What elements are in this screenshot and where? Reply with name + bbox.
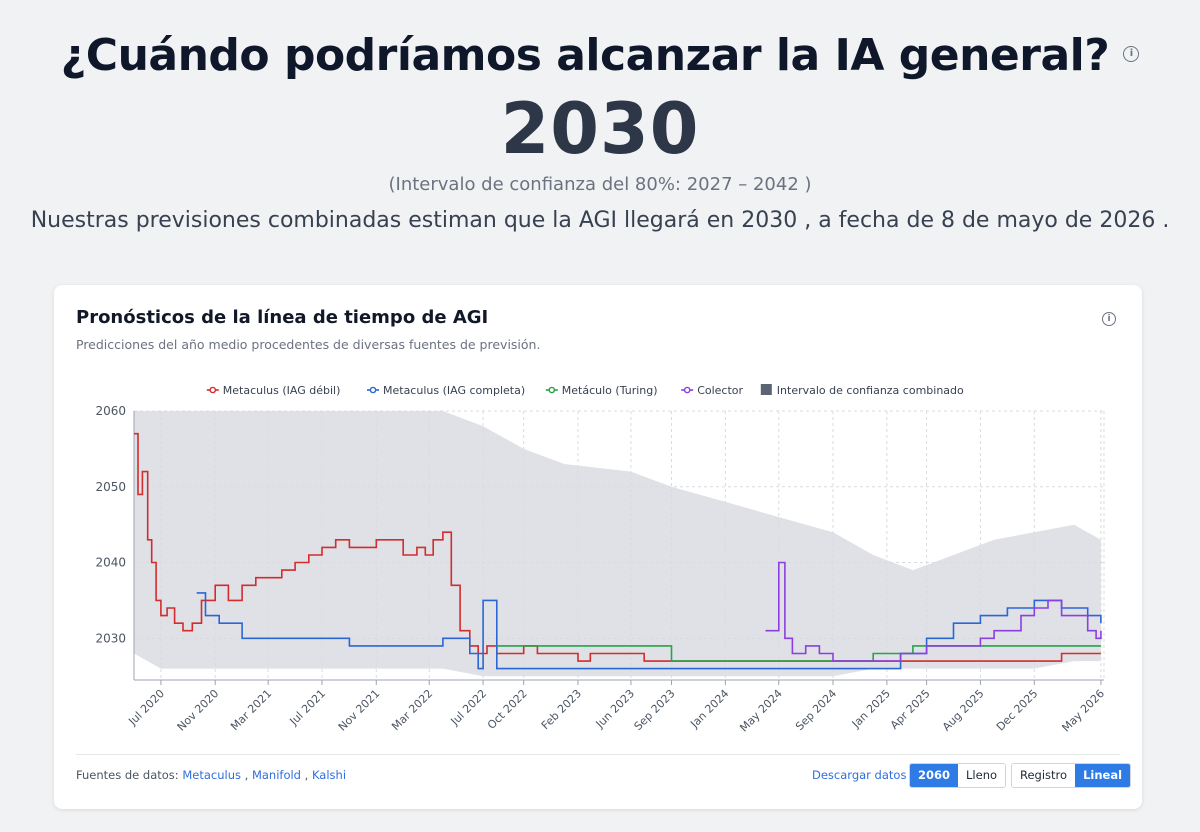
x-tick-label: Mar 2022 xyxy=(389,687,435,733)
x-tick-label: Jan 2024 xyxy=(687,687,731,731)
info-icon[interactable]: i xyxy=(1123,46,1140,62)
x-tick-label: Dec 2025 xyxy=(994,687,1041,734)
x-tick-label: Sep 2023 xyxy=(632,687,678,733)
card-title: Pronósticos de la línea de tiempo de AGI xyxy=(76,307,489,328)
legend-label-collector: Colector xyxy=(697,384,743,397)
x-tick-label: Aug 2025 xyxy=(940,687,987,734)
x-tick-label: May 2024 xyxy=(737,687,785,735)
x-tick-label: Oct 2022 xyxy=(485,687,530,732)
range-full-button[interactable]: Lleno xyxy=(958,764,1006,787)
series-line-collector xyxy=(765,561,1102,662)
scale-log-button[interactable]: Registro xyxy=(1012,764,1076,787)
info-icon[interactable]: i xyxy=(1102,312,1116,326)
source-link-kalshi[interactable]: Kalshi xyxy=(311,768,347,782)
legend-marker-collector xyxy=(683,386,691,394)
range-2060-button[interactable]: 2060 xyxy=(910,764,959,787)
sources-label: Fuentes de datos: xyxy=(76,768,179,782)
confidence-interval-text: (Intervalo de confianza del 80%: 2027 – … xyxy=(388,174,812,195)
legend-label-full: Metaculus (IAG completa) xyxy=(383,384,525,397)
data-sources: Fuentes de datos: Metaculus , Manifold ,… xyxy=(76,768,347,782)
y-tick-label: 2060 xyxy=(95,404,126,418)
forecast-chart-card: Pronósticos de la línea de tiempo de AGI… xyxy=(54,285,1142,809)
x-tick-label: Jun 2023 xyxy=(593,687,637,731)
x-tick-label: Jul 2021 xyxy=(287,687,329,729)
legend-marker-full xyxy=(369,386,377,394)
x-tick-label: Mar 2021 xyxy=(228,687,274,733)
x-tick-label: Nov 2021 xyxy=(336,687,383,734)
forecast-year: 2030 xyxy=(500,88,700,170)
download-data-link[interactable]: Descargar datos xyxy=(812,768,907,782)
range-toggle: 2060 Lleno xyxy=(909,763,1007,788)
legend-label-turing: Metáculo (Turing) xyxy=(562,384,658,397)
y-tick-label: 2040 xyxy=(95,556,126,570)
summary-text: Nuestras previsiones combinadas estiman … xyxy=(30,208,1170,233)
confidence-interval-band xyxy=(134,411,1101,677)
source-link-metaculus[interactable]: Metaculus xyxy=(182,768,241,782)
legend-label-interval: Intervalo de confianza combinado xyxy=(777,384,964,397)
scale-toggle: Registro Lineal xyxy=(1011,763,1132,788)
x-tick-label: Apr 2025 xyxy=(888,687,933,732)
series-line-weak xyxy=(134,432,1101,662)
legend-swatch-interval xyxy=(760,384,772,395)
scale-linear-button[interactable]: Lineal xyxy=(1075,764,1131,787)
forecast-chart: 2030 2040 2050 2060 Jul 2020 Nov 2020 Mar 2021… xyxy=(95,384,1107,735)
legend-marker-turing xyxy=(548,386,556,394)
legend-marker-weak xyxy=(209,386,217,394)
y-tick-label: 2030 xyxy=(95,631,126,645)
x-tick-label: May 2026 xyxy=(1059,687,1107,735)
card-subtitle: Predicciones del año medio procedentes d… xyxy=(76,337,541,352)
x-tick-label: Jul 2020 xyxy=(125,687,167,729)
divider xyxy=(76,754,1120,755)
x-tick-label: Jul 2022 xyxy=(448,687,490,729)
y-tick-label: 2050 xyxy=(95,480,126,494)
legend-label-weak: Metaculus (IAG débil) xyxy=(223,384,341,397)
x-tick-label: Feb 2023 xyxy=(539,687,584,732)
series-line-full xyxy=(196,592,1102,670)
x-tick-label: Sep 2024 xyxy=(793,687,839,733)
x-tick-label: Nov 2020 xyxy=(175,687,222,734)
x-tick-label: Jan 2025 xyxy=(849,687,893,731)
source-link-manifold[interactable]: Manifold xyxy=(251,768,301,782)
page-title: ¿Cuándo podríamos alcanzar la IA general… xyxy=(0,30,1200,81)
